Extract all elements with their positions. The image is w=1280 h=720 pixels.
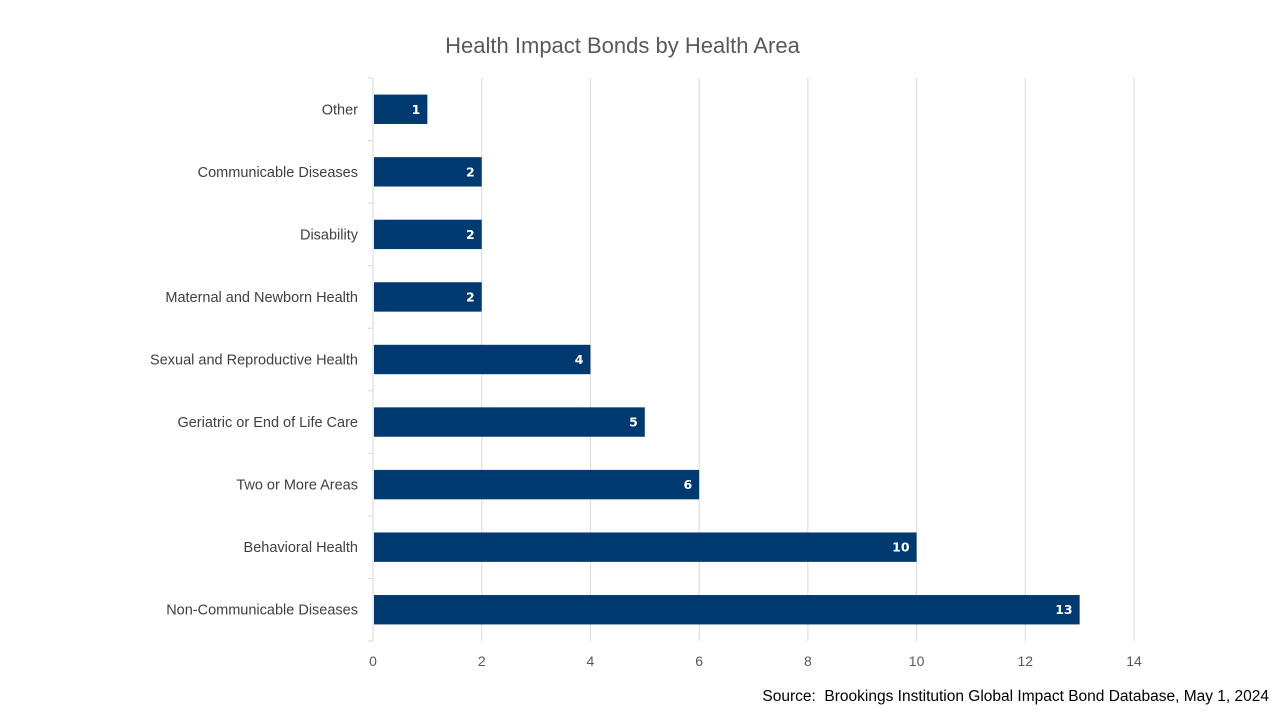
data-label: 2 — [466, 227, 475, 242]
category-axis — [368, 77, 374, 642]
source-note: Source: Brookings Institution Global Imp… — [762, 688, 1269, 705]
data-label: 2 — [466, 164, 475, 179]
x-tick-label: 10 — [909, 653, 925, 669]
bar — [374, 94, 428, 124]
data-label: 4 — [575, 352, 584, 367]
bar — [374, 595, 1080, 625]
x-tick-label: 14 — [1126, 653, 1142, 669]
category-label: Disability — [300, 227, 359, 243]
bar — [374, 407, 645, 437]
category-label: Two or More Areas — [236, 478, 358, 494]
category-label: Other — [322, 102, 358, 118]
bar — [374, 282, 482, 312]
x-tick-label: 2 — [478, 653, 486, 669]
chart-title: Health Impact Bonds by Health Area — [445, 33, 800, 58]
data-label: 6 — [683, 477, 692, 492]
data-label: 5 — [629, 415, 638, 430]
x-tick-label: 4 — [587, 653, 595, 669]
data-label: 13 — [1055, 602, 1072, 617]
x-tick-label: 8 — [804, 653, 812, 669]
data-label: 1 — [412, 102, 421, 117]
bar — [374, 157, 482, 187]
bars — [374, 94, 1080, 625]
category-label: Sexual and Reproductive Health — [150, 353, 358, 369]
category-label: Behavioral Health — [244, 540, 358, 556]
category-label: Communicable Diseases — [198, 165, 358, 181]
data-label: 10 — [892, 540, 910, 555]
x-tick-label: 0 — [369, 653, 377, 669]
category-label: Non-Communicable Diseases — [166, 603, 358, 619]
bar — [374, 344, 591, 375]
category-label: Maternal and Newborn Health — [165, 290, 358, 306]
x-tick-label: 6 — [695, 653, 703, 669]
category-label: Geriatric or End of Life Care — [177, 415, 358, 431]
x-tick-label: 12 — [1017, 653, 1033, 669]
bar — [374, 532, 917, 562]
data-label: 2 — [466, 289, 475, 304]
bar — [374, 469, 700, 500]
bar — [374, 219, 482, 250]
